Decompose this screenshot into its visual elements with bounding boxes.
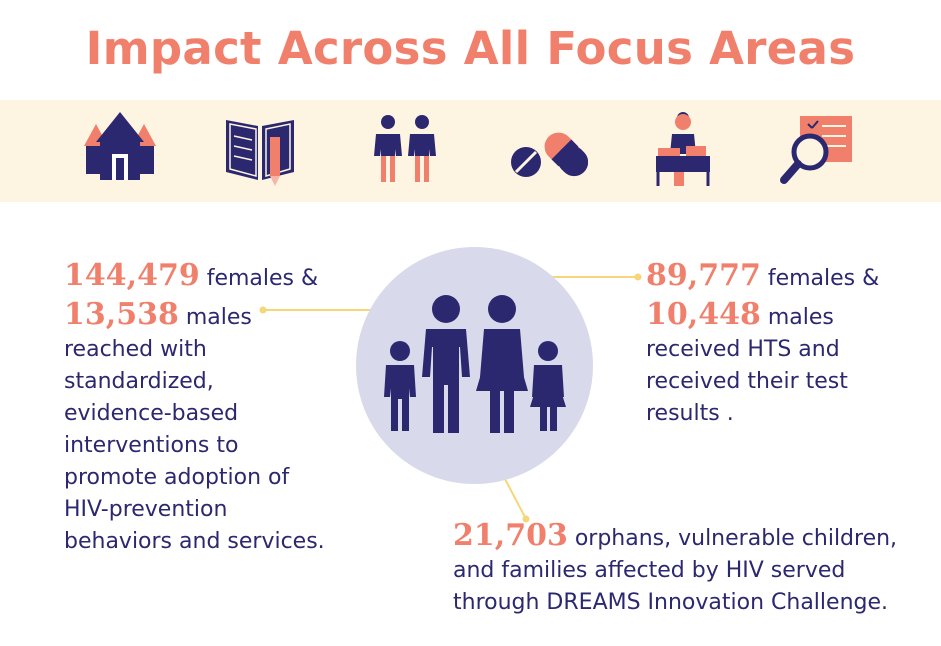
stat-text-line: and families affected by HIV served bbox=[453, 558, 846, 583]
two-children-icon bbox=[374, 115, 436, 182]
stat-bottom: 21,703 orphans, vulnerable children, and… bbox=[453, 520, 938, 619]
stat-number: 144,479 bbox=[64, 258, 200, 293]
stat-bottom-first-line: 21,703 orphans, vulnerable children, bbox=[453, 520, 938, 555]
magnifier-document-icon bbox=[780, 116, 852, 184]
stat-label: males bbox=[178, 305, 252, 330]
stat-text-line: results . bbox=[646, 401, 734, 426]
pills-icon bbox=[511, 132, 588, 177]
page-title: Impact Across All Focus Areas bbox=[85, 22, 856, 75]
stat-right: 89,777 females & 10,448 males received H… bbox=[646, 260, 936, 430]
stat-left-females: 144,479 females & bbox=[64, 260, 354, 295]
stat-text-line: received HTS and bbox=[646, 337, 840, 362]
stat-number: 89,777 bbox=[646, 258, 761, 293]
stat-text-line: through DREAMS Innovation Challenge. bbox=[453, 590, 889, 615]
stat-right-males: 10,448 males bbox=[646, 299, 936, 334]
stat-text-line: promote adoption of bbox=[64, 465, 290, 490]
book-pencil-icon bbox=[226, 120, 294, 186]
family-icon bbox=[384, 295, 566, 433]
family-circle bbox=[356, 247, 593, 484]
stat-text-line: reached with bbox=[64, 337, 207, 362]
stat-number: 21,703 bbox=[453, 518, 568, 553]
stat-label: females & bbox=[760, 266, 880, 291]
icon-band bbox=[0, 100, 941, 202]
stat-text-line: HIV-prevention bbox=[64, 497, 228, 522]
stat-text-line: evidence-based bbox=[64, 401, 239, 426]
stat-left: 144,479 females & 13,538 males reached w… bbox=[64, 260, 354, 558]
stat-text-line: behaviors and services. bbox=[64, 529, 325, 554]
stat-text-line: standardized, bbox=[64, 369, 214, 394]
stat-text-line: interventions to bbox=[64, 433, 239, 458]
stat-label: orphans, vulnerable children, bbox=[567, 526, 898, 551]
stat-number: 13,538 bbox=[64, 297, 179, 332]
stat-label: females & bbox=[199, 266, 319, 291]
stat-text-line: received their test bbox=[646, 369, 848, 394]
stat-right-females: 89,777 females & bbox=[646, 260, 936, 295]
stat-left-males: 13,538 males bbox=[64, 299, 354, 334]
stat-number: 10,448 bbox=[646, 297, 761, 332]
teacher-desk-icon bbox=[656, 112, 710, 186]
house-icon bbox=[84, 112, 156, 180]
stat-label: males bbox=[760, 305, 834, 330]
